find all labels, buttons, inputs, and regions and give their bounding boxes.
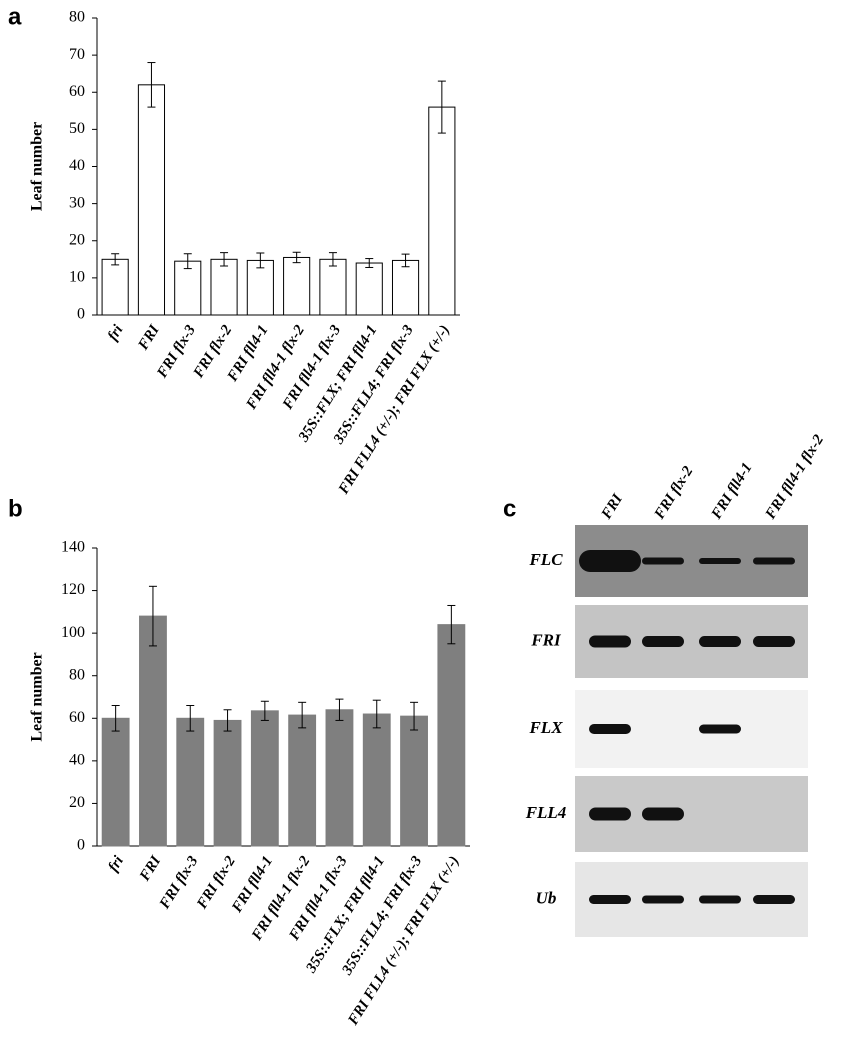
y-axis-title: Leaf number (29, 652, 46, 741)
y-tick-label: 40 (69, 752, 85, 769)
gel-band (579, 550, 641, 572)
gel-band (699, 724, 741, 734)
error-bar (186, 705, 195, 732)
lane-label: FRI fll4-1 (708, 460, 755, 523)
error-bar (111, 253, 120, 266)
gel-band (699, 558, 741, 564)
y-tick-label: 120 (61, 581, 85, 598)
y-axis-title: Leaf number (29, 122, 46, 211)
y-tick-label: 60 (69, 709, 85, 726)
gel-band (642, 636, 684, 647)
y-tick-label: 80 (69, 9, 85, 26)
y-tick-label: 20 (69, 794, 85, 811)
gel-band (753, 636, 795, 647)
gene-label: FLL4 (525, 803, 567, 822)
error-bar (365, 258, 374, 268)
bar (176, 717, 205, 847)
error-bar (220, 252, 229, 267)
gel-band (699, 636, 741, 647)
error-bar (292, 251, 301, 264)
error-bar (147, 62, 156, 108)
error-bar (298, 701, 307, 729)
y-tick-label: 30 (69, 194, 85, 211)
error-bar (148, 585, 157, 647)
y-tick-label: 10 (69, 269, 85, 286)
bar (139, 615, 167, 847)
error-bar (410, 701, 419, 731)
gene-label: FLX (528, 718, 563, 737)
y-tick-label: 0 (77, 306, 85, 323)
panel-label: a (8, 3, 22, 30)
x-tick-label: fri (105, 322, 127, 344)
bar (362, 713, 391, 847)
gene-label: FLC (528, 550, 563, 569)
y-tick-label: 20 (69, 231, 85, 248)
bar (246, 259, 274, 316)
gel-band (699, 895, 741, 904)
bar (319, 258, 347, 316)
error-bar (328, 252, 337, 267)
y-tick-label: 50 (69, 120, 85, 137)
gel-band (589, 635, 631, 648)
gel-band (589, 895, 631, 904)
lane-label: FRI fll4-1 flx-2 (762, 432, 827, 523)
gel-band (589, 724, 631, 734)
gel-band (753, 557, 795, 565)
error-bar (437, 80, 446, 134)
bar (101, 258, 129, 316)
error-bar (256, 252, 265, 269)
gel-band (589, 807, 631, 821)
lane-label: FRI flx-2 (651, 463, 696, 523)
bar (428, 106, 456, 316)
y-tick-label: 80 (69, 666, 85, 683)
y-tick-label: 0 (77, 837, 85, 854)
y-tick-label: 140 (61, 539, 85, 556)
error-bar (260, 700, 269, 721)
gene-label: FRI (530, 630, 562, 649)
lane-label: FRI (598, 491, 626, 523)
gene-label: Ub (536, 888, 557, 907)
bar (174, 260, 202, 316)
bar (400, 715, 428, 847)
x-tick-label: FRI (136, 852, 164, 884)
bar (101, 717, 130, 847)
gel-band (642, 557, 684, 565)
error-bar (401, 253, 410, 268)
y-tick-label: 70 (69, 46, 85, 63)
error-bar (335, 698, 344, 721)
y-tick-label: 60 (69, 83, 85, 100)
error-bar (447, 604, 456, 645)
error-bar (223, 709, 232, 732)
error-bar (372, 699, 381, 729)
error-bar (111, 705, 120, 732)
bar (355, 262, 383, 316)
bar (283, 256, 311, 316)
gel-band (753, 895, 795, 904)
bar (391, 259, 420, 316)
bar (213, 719, 242, 847)
bar (137, 84, 166, 316)
bar (250, 710, 279, 847)
x-tick-label: fri (105, 853, 127, 875)
y-tick-label: 40 (69, 157, 85, 174)
panel-label: b (8, 495, 23, 522)
error-bar (183, 253, 192, 270)
bar (437, 624, 466, 847)
bar (325, 709, 354, 847)
bar (210, 258, 238, 316)
bar (288, 714, 317, 847)
gel-band (642, 895, 684, 904)
x-tick-label: FRI (135, 321, 163, 353)
y-tick-label: 100 (61, 624, 85, 641)
panel-label: c (503, 495, 516, 522)
gel-band (642, 807, 684, 821)
